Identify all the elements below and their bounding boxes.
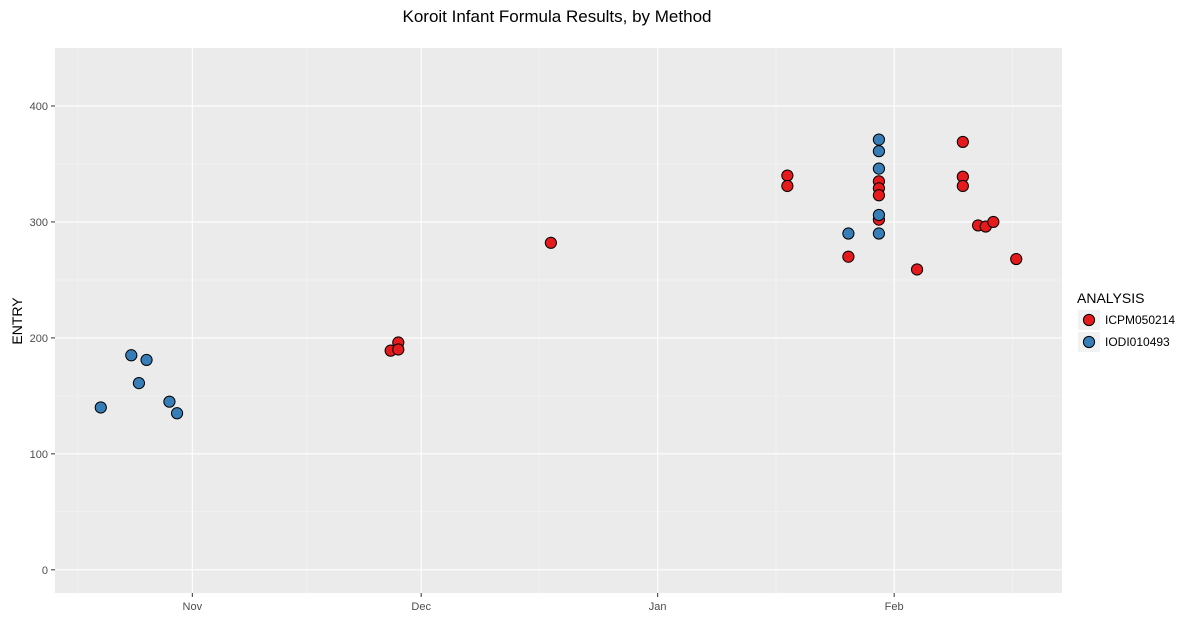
data-point xyxy=(872,227,886,240)
data-point xyxy=(132,377,146,390)
x-tick-label: Jan xyxy=(649,601,667,613)
series-icpm050214 xyxy=(384,135,1023,357)
data-point xyxy=(94,401,107,414)
chart-title: Koroit Infant Formula Results, by Method xyxy=(403,7,712,26)
data-point xyxy=(872,133,886,146)
series-iodi010493 xyxy=(94,133,886,420)
data-point xyxy=(125,349,138,362)
data-points xyxy=(94,133,1023,420)
data-point xyxy=(910,263,924,276)
legend-key-marker xyxy=(1082,313,1096,327)
data-point xyxy=(163,395,176,408)
y-tick-label: 0 xyxy=(42,565,48,577)
y-tick-label: 200 xyxy=(30,333,48,345)
legend: ANALYSIS ICPM050214 IODI010493 xyxy=(1077,290,1175,352)
data-point xyxy=(392,343,405,356)
legend-item: IODI010493 xyxy=(1078,332,1170,352)
data-point xyxy=(140,353,153,367)
data-point xyxy=(872,189,886,202)
data-point xyxy=(842,227,855,240)
data-point xyxy=(987,215,1000,229)
y-axis: 0 100 200 300 400 xyxy=(30,101,55,577)
x-tick-label: Nov xyxy=(183,601,203,613)
data-point xyxy=(544,236,557,249)
y-tick-label: 300 xyxy=(30,217,48,229)
legend-title: ANALYSIS xyxy=(1077,290,1144,306)
plot-panel xyxy=(55,48,1062,593)
legend-label: IODI010493 xyxy=(1105,335,1170,349)
y-tick-label: 100 xyxy=(30,449,48,461)
legend-key-marker xyxy=(1082,335,1096,349)
y-axis-title: ENTRY xyxy=(9,297,25,345)
data-point xyxy=(170,407,184,420)
legend-item: ICPM050214 xyxy=(1078,310,1175,330)
data-point xyxy=(872,162,886,175)
y-tick-label: 400 xyxy=(30,101,48,113)
x-tick-label: Feb xyxy=(885,601,904,613)
data-point xyxy=(1010,252,1023,266)
x-axis: Nov Dec Jan Feb xyxy=(183,593,904,613)
data-point xyxy=(781,169,794,182)
data-point xyxy=(781,179,794,193)
x-tick-label: Dec xyxy=(411,601,431,613)
data-point xyxy=(842,250,855,263)
major-gridlines xyxy=(55,48,1062,593)
data-point xyxy=(872,208,886,222)
legend-label: ICPM050214 xyxy=(1105,313,1175,327)
plot-background xyxy=(55,48,1062,593)
legend-items: ICPM050214 IODI010493 xyxy=(1078,310,1175,352)
data-point xyxy=(956,135,969,149)
data-point xyxy=(872,145,886,158)
data-point xyxy=(956,179,969,193)
